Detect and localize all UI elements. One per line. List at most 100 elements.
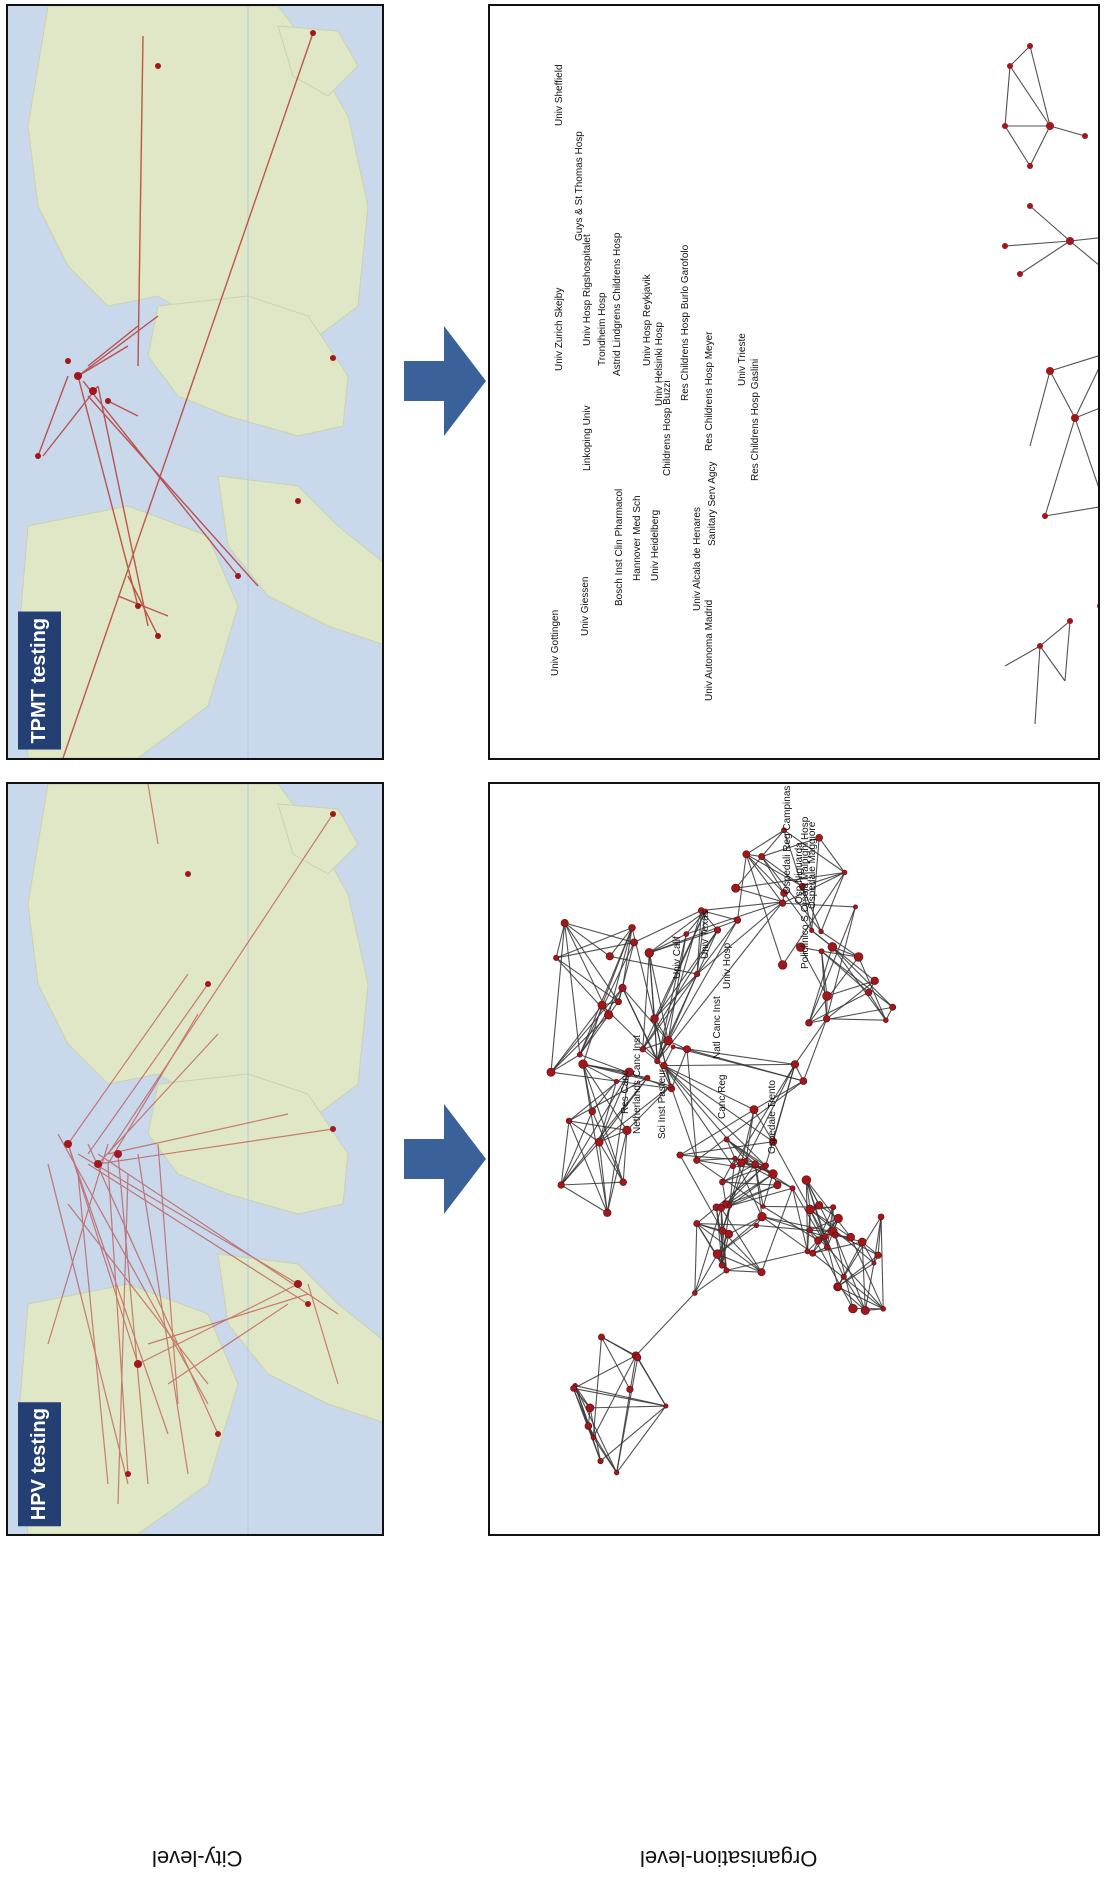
network-edge: [685, 910, 706, 935]
network-node: [605, 952, 614, 961]
network-edge: [626, 1085, 672, 1131]
network-edge: [728, 1216, 763, 1235]
network-node: [827, 942, 838, 952]
network-edge: [808, 956, 860, 1024]
network-edge: [745, 854, 784, 966]
network-edge: [663, 1065, 698, 1161]
network-node: [757, 1268, 766, 1277]
network-node: [693, 970, 701, 978]
tpmt-org-label: Linkoping Univ: [582, 405, 593, 471]
network-node: [790, 1060, 799, 1069]
network-node: [731, 883, 741, 893]
tpmt-org-label: Res Childrens Hosp Gaslini: [750, 359, 761, 481]
network-edge: [564, 922, 610, 1016]
network-edge: [850, 1236, 884, 1310]
network-node: [796, 942, 806, 952]
network-edge: [663, 1065, 774, 1143]
network-node: [779, 899, 787, 907]
network-edge: [555, 927, 633, 959]
network-node: [644, 1074, 651, 1081]
network-edge: [820, 872, 846, 932]
network-edge: [642, 973, 698, 1050]
hpv-org-label: Policlinico S Orsola Malpighi Hosp: [800, 816, 811, 969]
network-edge: [582, 1064, 608, 1213]
network-edge: [633, 910, 702, 943]
network-node: [870, 976, 879, 985]
city-level-label: City-level: [152, 1846, 243, 1871]
network-edge: [808, 1006, 893, 1024]
network-node: [570, 1385, 577, 1392]
network-edge: [729, 1187, 793, 1207]
network-edge: [729, 1173, 774, 1207]
network-edge: [654, 929, 718, 1019]
network-edge: [579, 1001, 619, 1055]
network-node: [557, 1181, 565, 1189]
hpv-org-label: Ospedale Maggiore: [807, 821, 818, 909]
tpmt-org-label: Bosch Inst Clin Pharmacol: [614, 489, 625, 606]
network-node: [864, 988, 873, 997]
network-edge: [673, 1046, 795, 1065]
network-node: [644, 948, 655, 958]
network-edge: [720, 1207, 723, 1266]
network-edge: [794, 1018, 828, 1065]
network-node: [615, 998, 622, 1006]
network-edge: [694, 1269, 727, 1294]
network-edge: [696, 1159, 764, 1207]
network-edge: [672, 1046, 804, 1082]
network-edge: [579, 927, 633, 1055]
network-edge: [721, 1158, 736, 1183]
hpv-arrow: [404, 1104, 486, 1214]
tpmt-org-label: Childrens Hosp Buzzi: [662, 380, 673, 476]
network-node: [841, 869, 848, 876]
hpv-org-label: Ospedale Trento: [767, 1080, 778, 1154]
network-edge: [598, 1081, 618, 1143]
network-edge: [560, 1072, 630, 1186]
network-edge: [550, 1054, 581, 1073]
network-node: [805, 1019, 813, 1027]
network-node: [619, 1178, 627, 1186]
hpv-network-graphic: [546, 827, 897, 1476]
network-node: [853, 904, 858, 910]
network-edge: [761, 1188, 794, 1273]
network-node: [877, 1213, 885, 1221]
network-edge: [601, 1336, 638, 1359]
network-node: [732, 1155, 738, 1161]
network-edge: [560, 1111, 593, 1186]
network-edge: [667, 933, 687, 1041]
network-node: [626, 1385, 634, 1393]
network-edge: [805, 1180, 809, 1252]
network-edge: [783, 892, 813, 931]
network-node: [719, 1178, 726, 1186]
network-edge: [761, 1216, 814, 1254]
network-edge: [761, 1216, 826, 1238]
network-node: [576, 1051, 583, 1058]
network-edge: [609, 955, 698, 975]
network-edge: [616, 1357, 639, 1473]
network-node: [753, 1222, 759, 1228]
network-edge: [696, 919, 738, 975]
network-edge: [783, 830, 803, 887]
tpmt-labels: Univ Sheffield Guys & St Thomas Hosp Uni…: [550, 64, 761, 701]
network-node: [692, 1290, 698, 1296]
network-node: [683, 1045, 691, 1054]
tpmt-network-graphic: [1002, 43, 1098, 725]
network-node: [727, 1203, 733, 1209]
network-edge: [598, 1142, 608, 1213]
network-node: [660, 1061, 668, 1070]
network-edge: [834, 1234, 866, 1311]
network-edge: [726, 1139, 736, 1159]
network-edge: [761, 856, 803, 887]
network-node: [683, 931, 690, 937]
tpmt-org-label: Univ Heidelberg: [650, 510, 661, 581]
network-edge: [734, 1158, 763, 1217]
network-edge: [656, 901, 784, 1062]
network-edge: [696, 1223, 762, 1273]
network-edge: [637, 1357, 667, 1407]
network-node: [650, 1014, 659, 1023]
hpv-labels: Ospedali Reg Campinas Osp Niguarda Osped…: [620, 786, 818, 1154]
network-edge: [696, 1157, 735, 1161]
network-edge: [582, 1063, 628, 1131]
tpmt-org-label: Guys & St Thomas Hosp: [574, 131, 585, 241]
network-edge: [654, 1018, 672, 1086]
network-edge: [721, 1233, 730, 1266]
